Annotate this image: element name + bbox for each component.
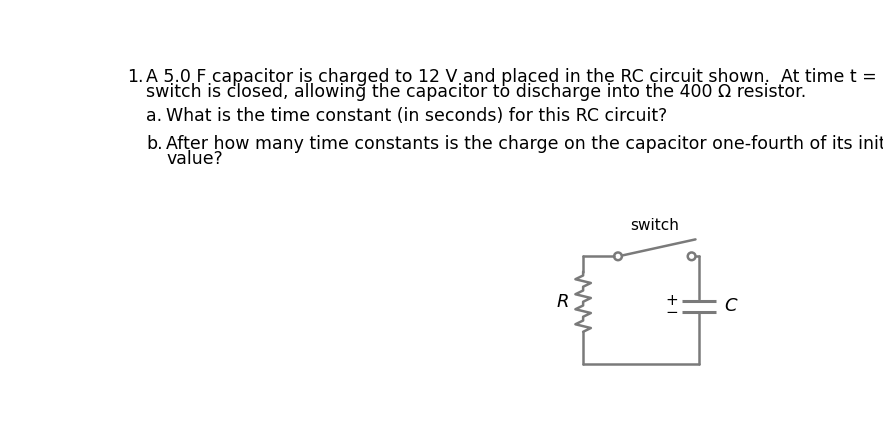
Text: value?: value? bbox=[166, 150, 223, 168]
Text: b.: b. bbox=[146, 135, 162, 153]
Text: −: − bbox=[665, 305, 677, 320]
Text: +: + bbox=[665, 293, 677, 308]
Text: After how many time constants is the charge on the capacitor one-fourth of its i: After how many time constants is the cha… bbox=[166, 135, 883, 153]
Text: 1.: 1. bbox=[127, 69, 144, 87]
Text: switch is closed, allowing the capacitor to discharge into the 400 Ω resistor.: switch is closed, allowing the capacitor… bbox=[146, 83, 806, 101]
Text: a.: a. bbox=[146, 107, 162, 125]
Text: C: C bbox=[724, 297, 736, 316]
Text: What is the time constant (in seconds) for this RC circuit?: What is the time constant (in seconds) f… bbox=[166, 107, 668, 125]
Text: A 5.0 F capacitor is charged to 12 V and placed in the RC circuit shown.  At tim: A 5.0 F capacitor is charged to 12 V and… bbox=[146, 69, 883, 87]
Text: R: R bbox=[556, 293, 570, 311]
Text: switch: switch bbox=[630, 218, 679, 233]
